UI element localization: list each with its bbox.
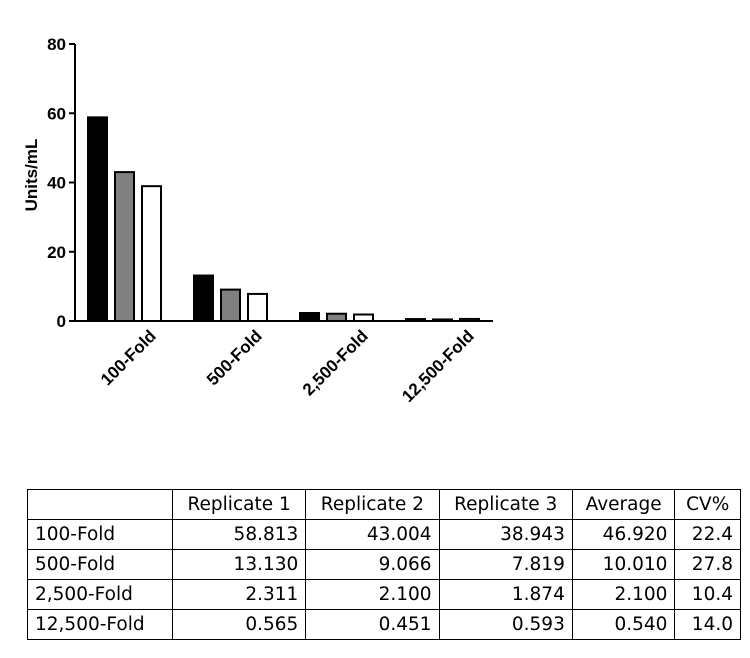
table-header-row: Replicate 1 Replicate 2 Replicate 3 Average… [27, 489, 741, 520]
table-cell: 9.066 [305, 549, 440, 580]
bar-2-500-fold-1 [299, 311, 320, 323]
table-cell: 27.8 [674, 549, 741, 580]
results-table: Replicate 1 Replicate 2 Replicate 3 Average… [27, 489, 741, 640]
y-tick-label: 80 [47, 35, 66, 54]
table-row: 100-Fold 58.813 43.004 38.943 46.920 22.4 [27, 519, 741, 550]
table-cell: 14.0 [674, 609, 741, 640]
table-header-cell [27, 489, 173, 520]
table-cell: 22.4 [674, 519, 741, 550]
x-tick-label: 100-Fold [97, 326, 160, 389]
table-cell: 58.813 [171, 519, 307, 550]
y-tick-label: 40 [47, 174, 66, 193]
table-cell: 46.920 [571, 519, 676, 550]
table-header-cell: Replicate 2 [305, 489, 440, 520]
table-cell: 1.874 [438, 579, 573, 610]
table-body: 100-Fold 58.813 43.004 38.943 46.920 22.4 500-… [27, 519, 741, 640]
table-cell: 38.943 [438, 519, 573, 550]
y-tick-label: 20 [47, 243, 66, 262]
row-label-cell: 500-Fold [27, 549, 173, 580]
table-cell: 7.819 [438, 549, 573, 580]
x-axis: 100-Fold 500-Fold 2,500-Fold 12,500-Fold [74, 320, 493, 406]
x-tick-label: 2,500-Fold [299, 326, 372, 399]
table-cell: 0.540 [571, 609, 676, 640]
y-axis: 0 20 40 60 80 [47, 35, 76, 331]
bars [87, 116, 480, 323]
bar-2-500-fold-2 [326, 312, 347, 323]
y-axis-label: Units/mL [22, 139, 41, 212]
bar-500-fold-2 [220, 288, 241, 323]
table-cell: 0.451 [305, 609, 440, 640]
row-label-cell: 100-Fold [27, 519, 173, 550]
table-cell: 0.593 [438, 609, 573, 640]
table-row: 500-Fold 13.130 9.066 7.819 10.010 27.8 [27, 549, 741, 580]
row-label-cell: 2,500-Fold [27, 579, 173, 610]
x-tick-label: 12,500-Fold [398, 326, 478, 406]
table-header-cell: CV% [674, 489, 741, 520]
table-header-cell: Average [571, 489, 676, 520]
table-cell: 10.010 [571, 549, 676, 580]
table-cell: 2.311 [171, 579, 307, 610]
bar-100-fold-1 [87, 116, 108, 322]
table-cell: 13.130 [171, 549, 307, 580]
bar-100-fold-2 [114, 171, 135, 322]
bar-500-fold-1 [193, 274, 214, 323]
bar-100-fold-3 [141, 185, 162, 322]
table-cell: 2.100 [305, 579, 440, 610]
row-label-cell: 12,500-Fold [27, 609, 173, 640]
bar-chart: 0 20 40 60 80 100-Fold 500-Fold 2,500-Fold 12,5… [22, 35, 493, 406]
table-cell: 10.4 [674, 579, 741, 610]
table-row: 2,500-Fold 2.311 2.100 1.874 2.100 10.4 [27, 579, 741, 610]
table-header-cell: Replicate 1 [171, 489, 307, 520]
table-cell: 2.100 [571, 579, 676, 610]
y-tick-label: 60 [47, 104, 66, 123]
y-tick-label: 0 [57, 312, 66, 331]
x-tick-label: 500-Fold [203, 326, 266, 389]
table-cell: 0.565 [171, 609, 307, 640]
table-header-cell: Replicate 3 [438, 489, 573, 520]
table-row: 12,500-Fold 0.565 0.451 0.593 0.540 14.0 [27, 609, 741, 640]
table-cell: 43.004 [305, 519, 440, 550]
bar-500-fold-3 [247, 292, 268, 323]
